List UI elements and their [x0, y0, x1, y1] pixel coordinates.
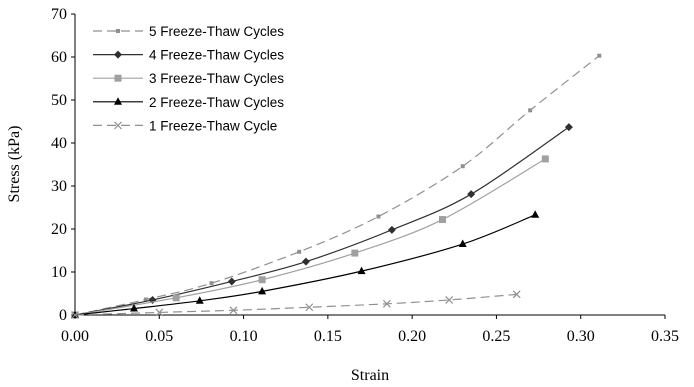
legend-label: 5 Freeze-Thaw Cycles [149, 24, 284, 39]
x-tick-label: 0.30 [567, 328, 595, 345]
legend-label: 3 Freeze-Thaw Cycles [149, 71, 284, 86]
data-point [597, 53, 602, 58]
y-tick-label: 70 [51, 6, 67, 23]
data-point [305, 303, 314, 312]
data-point [467, 190, 476, 199]
legend-marker [114, 50, 122, 59]
legend-label: 1 Freeze-Thaw Cycle [149, 118, 277, 133]
data-point [258, 276, 266, 284]
x-tick-label: 0.00 [61, 328, 89, 345]
data-point [445, 296, 454, 304]
y-tick-label: 10 [51, 264, 67, 281]
series-3 [71, 155, 549, 319]
y-tick-label: 30 [51, 178, 67, 195]
series-line [74, 158, 546, 316]
legend-marker [114, 74, 122, 82]
data-point [376, 214, 381, 219]
data-point [460, 164, 465, 169]
x-tick-label: 0.05 [145, 328, 173, 345]
series-group [71, 53, 602, 319]
series-5 [71, 290, 521, 319]
legend-label: 2 Freeze-Thaw Cycles [149, 95, 284, 110]
series-line [74, 55, 600, 316]
data-point [227, 277, 236, 286]
y-tick-label: 40 [51, 135, 67, 152]
ticks: 0.00 0.05 0.10 0.15 0.20 0.25 0.30 0.35 0 10 20 30 4… [51, 6, 679, 345]
data-point [528, 108, 533, 113]
x-tick-label: 0.10 [230, 328, 258, 345]
data-point [143, 297, 148, 302]
x-tick-label: 0.20 [398, 328, 426, 345]
data-point [564, 123, 573, 132]
data-point [301, 257, 310, 266]
legend-item: 3 Freeze-Thaw Cycles [93, 71, 284, 86]
axes [74, 14, 665, 316]
data-point [297, 249, 302, 254]
legend-marker [114, 97, 122, 105]
y-axis-title: Stress (kPa) [6, 126, 23, 203]
x-tick-label: 0.15 [314, 328, 342, 345]
x-tick-label: 0.25 [482, 328, 510, 345]
legend-label: 4 Freeze-Thaw Cycles [149, 48, 284, 63]
y-tick-label: 0 [59, 307, 67, 324]
data-point [382, 299, 391, 308]
data-point [209, 281, 214, 286]
data-point [458, 239, 467, 248]
data-point [357, 266, 366, 275]
data-point [531, 210, 540, 218]
y-tick-label: 60 [51, 49, 67, 66]
series-1 [73, 53, 602, 317]
y-tick-label: 20 [51, 221, 67, 238]
legend-item: 2 Freeze-Thaw Cycles [93, 95, 284, 110]
legend-item: 1 Freeze-Thaw Cycle [93, 118, 277, 133]
data-point [130, 304, 138, 312]
data-point [172, 294, 180, 302]
data-point [71, 311, 79, 319]
data-point [229, 306, 238, 315]
legend-marker [114, 121, 122, 130]
data-point [351, 249, 359, 257]
legend-item: 4 Freeze-Thaw Cycles [93, 48, 284, 63]
data-point [195, 296, 204, 304]
data-point [541, 155, 549, 163]
series-line [74, 126, 570, 316]
legend-marker [116, 29, 120, 33]
data-point [387, 225, 396, 234]
data-point [512, 290, 521, 299]
series-2 [71, 123, 573, 319]
x-axis-title: Strain [351, 367, 389, 384]
data-point [438, 216, 446, 224]
x-tick-label: 0.35 [651, 328, 679, 345]
series-line [74, 293, 517, 316]
legend-item: 5 Freeze-Thaw Cycles [93, 24, 284, 39]
y-tick-label: 50 [51, 92, 67, 109]
data-point [258, 286, 267, 295]
data-point [155, 308, 164, 317]
legend: 5 Freeze-Thaw Cycles 4 Freeze-Thaw Cycles… [93, 24, 284, 133]
series-4 [71, 210, 540, 318]
